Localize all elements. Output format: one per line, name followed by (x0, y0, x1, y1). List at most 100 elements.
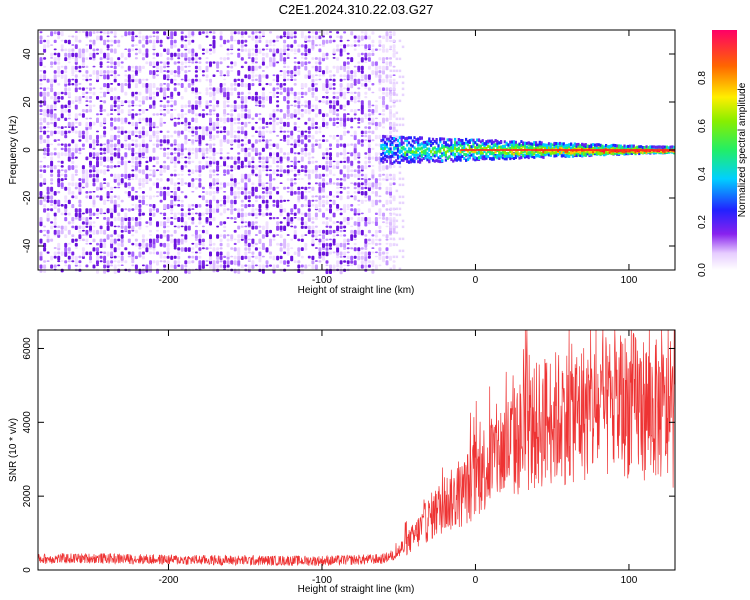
spectrogram-cell (134, 229, 138, 234)
spectrogram-cell (371, 169, 375, 175)
spectrogram-cell (649, 150, 652, 154)
spectrogram-cell (392, 65, 396, 68)
spectrogram-cell (279, 57, 283, 62)
spectrogram-cell (233, 156, 237, 161)
spectrogram-cell (209, 44, 212, 47)
spectrogram-cell (60, 186, 64, 189)
spectrogram-cell (503, 157, 506, 161)
spectrogram-cell (201, 238, 205, 243)
spectrogram-cell (566, 146, 569, 150)
spectrogram-cell (322, 74, 325, 77)
spectrogram-cell (357, 169, 361, 174)
spectrogram-cell (191, 255, 195, 259)
spectrogram-cell (396, 149, 400, 153)
spectrogram-cell (332, 173, 336, 177)
spectrogram-cell (43, 48, 47, 53)
spectrogram-cell (156, 35, 159, 40)
spectrogram-cell (261, 91, 265, 97)
spectrogram-cell (329, 169, 332, 175)
spectrogram-cell (177, 204, 181, 207)
spectrogram-cell (318, 229, 322, 234)
spectrogram-cell (134, 178, 138, 180)
spectrogram-cell (81, 221, 85, 225)
spectrogram-cell (293, 139, 297, 144)
spectrogram-cell (230, 178, 234, 182)
spectrogram-cell (641, 150, 644, 154)
spectrogram-cell (577, 153, 580, 157)
spectrogram-cell (113, 260, 117, 263)
spectrogram-cell (237, 83, 241, 87)
spectrogram-cell (350, 238, 354, 241)
spectrogram-cell (85, 96, 89, 100)
spectrogram-cell (314, 173, 318, 179)
spectrogram-cell (293, 78, 297, 81)
spectrogram-cell (117, 152, 121, 158)
spectrogram-cell (110, 264, 114, 267)
spectrogram-cell (230, 139, 234, 145)
spectrogram-cell (187, 70, 191, 72)
spectrogram-cell (367, 264, 371, 268)
spectrogram-cell (325, 147, 329, 152)
spectrogram-cell (81, 91, 85, 96)
spectrogram-cell (110, 83, 114, 85)
spectrogram-cell (286, 264, 290, 267)
spectrogram-cell (343, 165, 347, 169)
spectrogram-cell (134, 83, 138, 89)
spectrogram-cell (166, 191, 170, 197)
spectrogram-cell (329, 264, 332, 269)
spectrogram-cell (603, 145, 606, 149)
spectrogram-cell (318, 204, 322, 208)
spectrogram-cell (166, 70, 170, 73)
spectrogram-cell (173, 31, 177, 37)
spectrogram-cell (542, 145, 545, 149)
spectrogram-cell (300, 83, 304, 89)
spectrogram-cell (325, 87, 329, 93)
spectrogram-cell (322, 31, 325, 36)
spectrogram-cell (60, 251, 64, 256)
spectrogram-cell (60, 229, 64, 235)
spectrogram-cell (343, 130, 347, 136)
spectrogram-cell (110, 44, 114, 47)
spectrogram-cell (251, 212, 255, 217)
spectrogram-cell (149, 221, 152, 226)
spectrogram-cell (177, 212, 181, 215)
spectrogram-cell (138, 152, 142, 158)
spectrogram-cell (149, 156, 152, 162)
spectrogram-cell (293, 260, 297, 264)
x-tick-label: -100 (312, 275, 332, 286)
spectrogram-cell (113, 39, 117, 44)
spectrogram-cell (398, 155, 401, 159)
spectrogram-cell (269, 96, 272, 102)
spectrogram-cell (307, 87, 311, 93)
spectrogram-cell (261, 70, 265, 72)
spectrogram-cell (81, 96, 85, 98)
spectrogram-cell (276, 169, 280, 172)
spectrogram-cell (74, 173, 78, 176)
spectrogram-cell (286, 139, 290, 144)
spectrogram-cell (393, 151, 396, 155)
spectrogram-cell (332, 65, 336, 69)
spectrogram-cell (159, 212, 163, 215)
spectrogram-cell (131, 143, 135, 146)
spectrogram-cell (64, 70, 68, 74)
spectrogram-cell (424, 145, 427, 149)
spectrogram-cell (237, 121, 241, 125)
spectrogram-cell (325, 78, 329, 84)
spectrogram-cell (110, 260, 114, 264)
spectrogram-cell (201, 225, 205, 228)
spectrogram-cell (134, 104, 138, 107)
spectrogram-cell (219, 264, 223, 268)
spectrogram-cell (191, 152, 195, 155)
spectrogram-cell (529, 142, 532, 146)
spectrogram-cell (53, 61, 57, 65)
spectrogram-cell (265, 234, 269, 238)
spectrogram-cell (60, 96, 64, 100)
spectrogram-cell (465, 137, 468, 141)
spectrogram-cell (177, 260, 181, 264)
spectrogram-cell (272, 160, 276, 164)
spectrogram-cell (89, 121, 92, 127)
spectrogram-cell (435, 138, 438, 142)
spectrogram-cell (322, 247, 325, 250)
spectrogram-cell (286, 113, 290, 118)
spectrogram-cell (209, 126, 212, 132)
